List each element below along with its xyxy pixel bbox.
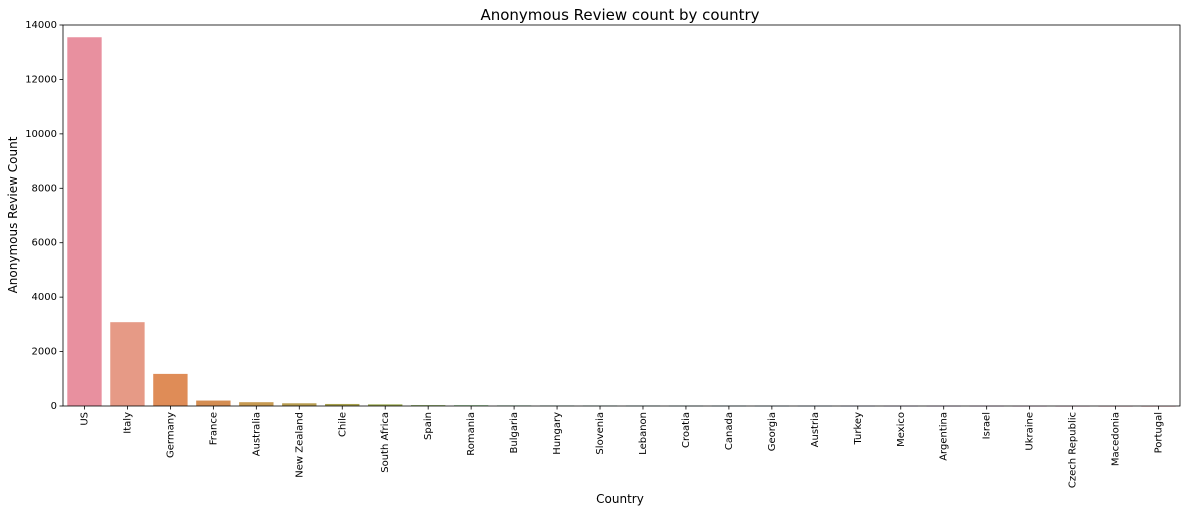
- y-tick-label: 8000: [32, 183, 57, 194]
- x-tick-label: France: [208, 412, 219, 445]
- bar-france: [196, 400, 231, 406]
- y-tick-label: 12000: [25, 74, 57, 85]
- x-tick-label: Macedonia: [1111, 412, 1122, 466]
- y-tick-label: 10000: [25, 129, 57, 140]
- x-tick-label: Turkey: [853, 412, 864, 446]
- x-tick-label: Croatia: [681, 412, 692, 448]
- y-tick-label: 2000: [32, 347, 57, 358]
- x-tick-label: New Zealand: [294, 412, 305, 478]
- x-axis-title: Country: [596, 492, 644, 506]
- x-tick-label: South Africa: [380, 412, 391, 473]
- bar-italy: [110, 322, 145, 406]
- bar-south-africa: [368, 404, 403, 406]
- x-tick-label: Canada: [724, 412, 735, 450]
- x-tick-label: Israel: [982, 412, 993, 439]
- x-tick-label: Mexico: [896, 412, 907, 447]
- y-axis: 0 2000 4000 6000 8000 10000 12000 14000: [25, 20, 63, 412]
- x-tick-label: Portugal: [1154, 412, 1165, 453]
- y-tick-label: 4000: [32, 292, 57, 303]
- x-tick-label: US: [79, 412, 90, 426]
- x-tick-label: Romania: [466, 412, 477, 456]
- y-tick-label: 0: [51, 401, 57, 412]
- x-tick-label: Chile: [337, 412, 348, 437]
- bar-us: [67, 37, 102, 406]
- bar-spain: [410, 405, 446, 406]
- x-tick-label: Australia: [251, 412, 262, 456]
- bar-germany: [153, 373, 188, 406]
- x-tick-label: Austria: [810, 412, 821, 447]
- x-tick-label: Georgia: [767, 412, 778, 451]
- x-tick-label: Lebanon: [638, 412, 649, 455]
- x-tick-label: Bulgaria: [509, 412, 520, 453]
- x-tick-label: Czech Republic: [1068, 412, 1079, 488]
- y-tick-label: 14000: [25, 20, 57, 31]
- bar-australia: [239, 402, 274, 406]
- x-tick-label: Ukraine: [1025, 412, 1036, 451]
- x-tick-label: Italy: [122, 412, 133, 434]
- chart-title: Anonymous Review count by country: [480, 6, 759, 24]
- x-tick-label: Spain: [423, 412, 434, 440]
- plot-frame: [62, 24, 1181, 407]
- bars-layer: [67, 37, 1176, 407]
- x-tick-label: Germany: [165, 412, 176, 458]
- x-axis: US Italy Germany France Australia New Zealand…: [79, 406, 1165, 488]
- bar-new-zealand: [282, 403, 317, 406]
- x-tick-label: Slovenia: [595, 412, 606, 455]
- x-tick-label: Hungary: [552, 412, 563, 455]
- bar-chile: [325, 403, 360, 406]
- y-axis-title: Anonymous Review Count: [6, 136, 20, 293]
- y-tick-label: 6000: [32, 238, 57, 249]
- x-tick-label: Argentina: [939, 412, 950, 461]
